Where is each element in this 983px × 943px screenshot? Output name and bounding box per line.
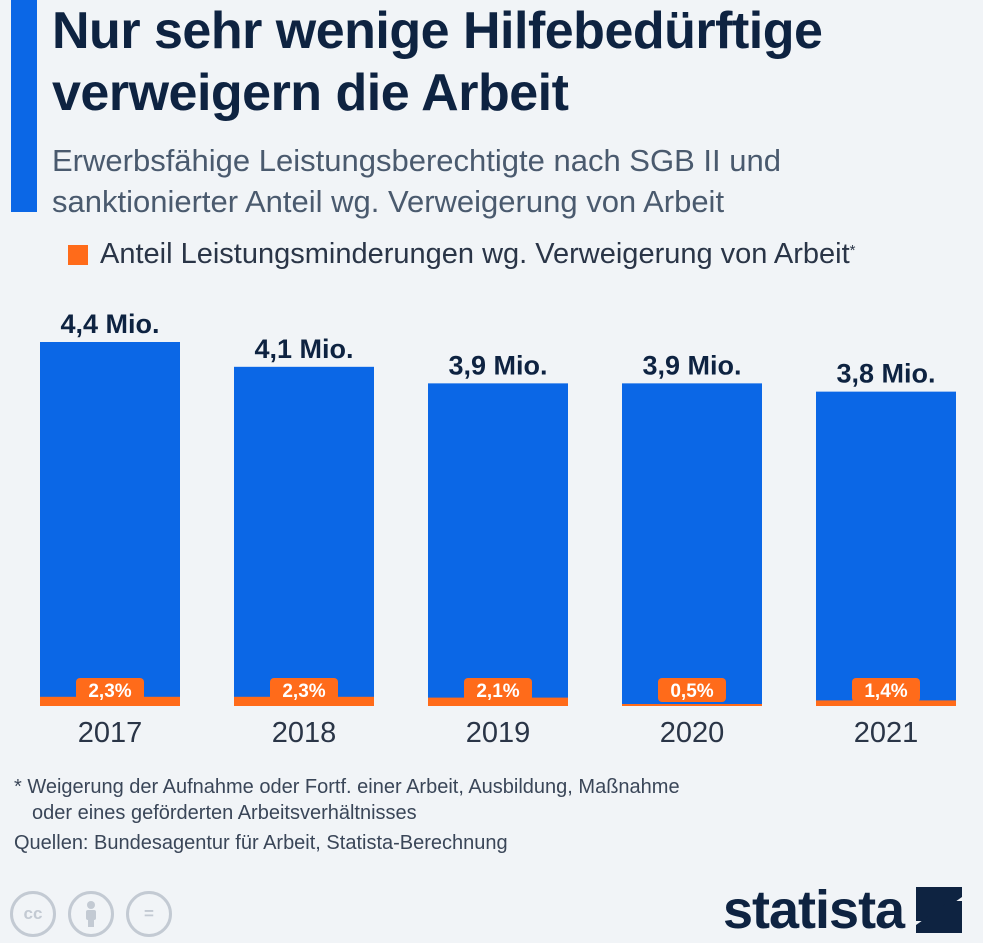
legend-swatch bbox=[68, 244, 88, 265]
share-badge-2021 bbox=[852, 678, 920, 702]
legend: Anteil Leistungsminderungen wg. Verweige… bbox=[68, 238, 855, 271]
statista-logo[interactable]: statista bbox=[723, 880, 964, 940]
chart-subtitle: Erwerbsfähige Leistungsberechtigte nach … bbox=[52, 140, 972, 222]
share-badge-2019 bbox=[464, 678, 532, 702]
title-line-2: verweigern die Arbeit bbox=[52, 64, 569, 122]
share-label-2021: 1,4% bbox=[864, 681, 907, 702]
bar-chart: 4,4 Mio. 2,3% 2017 4,1 Mio. 2,3% 2018 3,9 Mio.… bbox=[40, 309, 956, 749]
chart-title: Nur sehr wenige Hilfebedürftige verweige… bbox=[52, 0, 983, 124]
license-icons: cc = bbox=[10, 891, 172, 937]
bar-2017 bbox=[40, 342, 180, 706]
share-label-2017: 2,3% bbox=[88, 681, 131, 702]
bar-2019 bbox=[428, 383, 568, 706]
bar-2020 bbox=[622, 383, 762, 706]
bar-2018 bbox=[234, 366, 374, 706]
value-label-2019: 3,9 Mio. bbox=[448, 350, 547, 380]
value-label-2017: 4,4 Mio. bbox=[60, 309, 159, 339]
share-badge-2017 bbox=[76, 678, 144, 702]
brand-name: statista bbox=[723, 880, 905, 940]
footnote: * Weigerung der Aufnahme oder Fortf. ein… bbox=[14, 774, 680, 826]
share-label-2018: 2,3% bbox=[282, 681, 325, 702]
x-tick-label-2021: 2021 bbox=[854, 717, 919, 749]
share-label-2019: 2,1% bbox=[476, 681, 519, 702]
source-note: Quellen: Bundesagentur für Arbeit, Stati… bbox=[14, 832, 508, 854]
share-strip-2021 bbox=[816, 700, 956, 706]
footnote-line-1: * Weigerung der Aufnahme oder Fortf. ein… bbox=[14, 776, 680, 798]
share-badge-2020 bbox=[658, 678, 726, 702]
footnote-line-2: oder eines geförderten Arbeitsverhältnis… bbox=[32, 802, 417, 824]
x-tick-label-2020: 2020 bbox=[660, 717, 725, 749]
bar-2021 bbox=[816, 391, 956, 706]
title-accent-bar bbox=[11, 0, 37, 212]
legend-label: Anteil Leistungsminderungen wg. Verweige… bbox=[100, 238, 850, 270]
share-badge-2018 bbox=[270, 678, 338, 702]
legend-footnote-marker: * bbox=[849, 242, 856, 259]
subtitle-line-2: sanktionierter Anteil wg. Verweigerung v… bbox=[52, 184, 725, 219]
x-tick-label-2018: 2018 bbox=[272, 717, 337, 749]
share-strip-2020 bbox=[622, 704, 762, 706]
no-derivatives-icon[interactable]: = bbox=[126, 891, 172, 937]
creative-commons-icon[interactable]: cc bbox=[10, 891, 56, 937]
person-icon bbox=[86, 901, 96, 927]
subtitle-line-1: Erwerbsfähige Leistungsberechtigte nach … bbox=[52, 143, 781, 178]
value-label-2018: 4,1 Mio. bbox=[254, 334, 353, 364]
value-label-2021: 3,8 Mio. bbox=[836, 359, 935, 389]
x-tick-label-2019: 2019 bbox=[466, 717, 531, 749]
value-label-2020: 3,9 Mio. bbox=[642, 350, 741, 380]
share-label-2020: 0,5% bbox=[670, 681, 713, 702]
statista-mark-icon bbox=[916, 887, 963, 933]
attribution-person-icon[interactable] bbox=[68, 891, 114, 937]
title-line-1: Nur sehr wenige Hilfebedürftige bbox=[52, 2, 823, 60]
x-tick-label-2017: 2017 bbox=[78, 717, 143, 749]
